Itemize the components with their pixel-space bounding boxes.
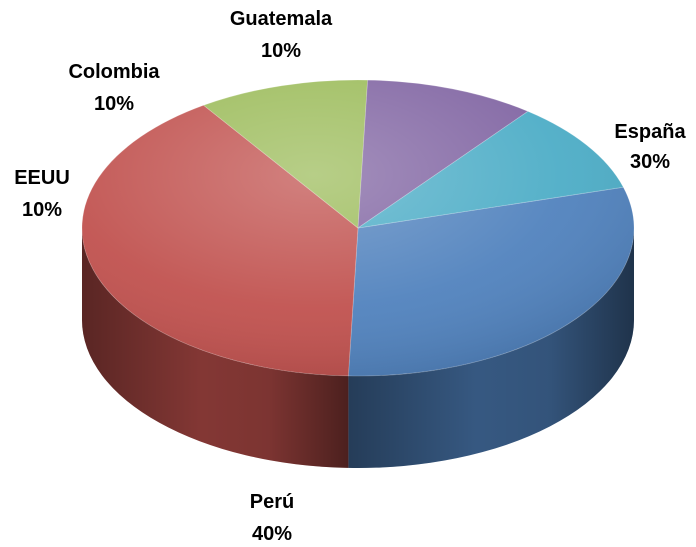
slice-label-españa: España [614,121,686,143]
slice-label-eeuu: EEUU [14,167,70,189]
pie-gloss [82,80,634,376]
slice-value-eeuu: 10% [22,199,62,221]
pie-slice-side-shade [348,228,634,469]
slice-value-colombia: 10% [94,93,134,115]
slice-label-colombia: Colombia [68,61,160,83]
slice-label-perú: Perú [250,491,294,513]
slice-value-perú: 40% [252,523,292,545]
pie-slice-side-shade [82,228,349,468]
slice-value-guatemala: 10% [261,40,301,62]
slice-value-españa: 30% [630,151,670,173]
slice-label-guatemala: Guatemala [230,8,333,30]
